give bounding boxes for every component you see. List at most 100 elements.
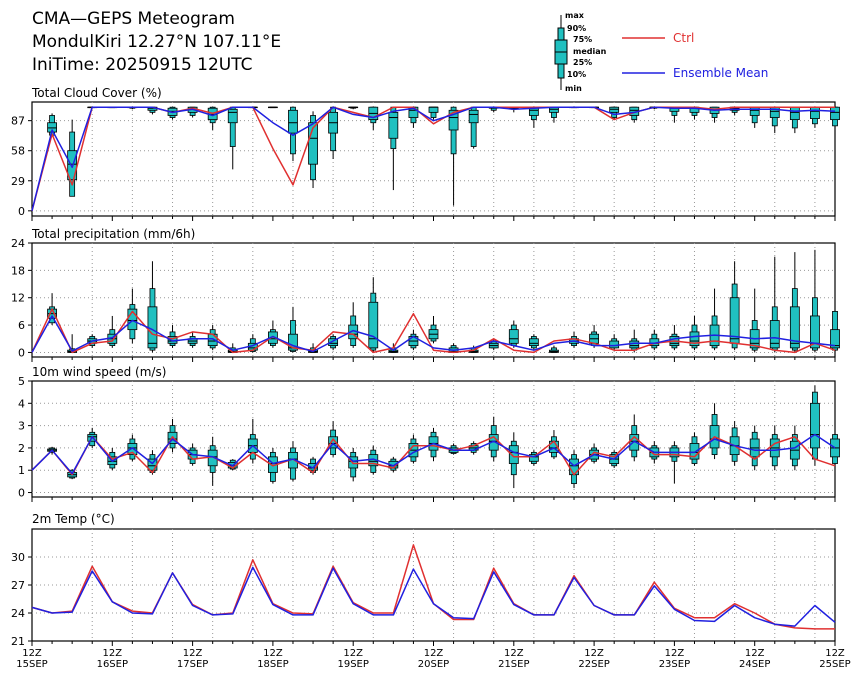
y-tick-label: 0 bbox=[18, 487, 25, 500]
key-label-25pct: 25% bbox=[573, 58, 592, 67]
ensemble-box bbox=[669, 441, 680, 484]
ensemble-box bbox=[528, 450, 539, 466]
y-tick-label: 1 bbox=[18, 464, 25, 477]
box-p25-p75 bbox=[528, 338, 539, 347]
box-p25-p75 bbox=[288, 109, 298, 134]
ensemble-box bbox=[689, 315, 700, 351]
ensemble-box bbox=[549, 106, 559, 123]
figure-init-time: IniTime: 20250915 12UTC bbox=[32, 55, 253, 75]
ensemble-box bbox=[830, 430, 840, 468]
legend: Ctrl Ensemble Mean bbox=[622, 31, 768, 80]
box-p25-p75 bbox=[388, 111, 399, 139]
box-p25-p75 bbox=[428, 106, 439, 113]
legend-label-0: Ctrl bbox=[673, 31, 694, 45]
x-tick-hour: 12Z bbox=[584, 648, 604, 659]
box-p25-p75 bbox=[629, 340, 640, 349]
box-p25-p75 bbox=[609, 106, 620, 113]
ensemble-box bbox=[368, 445, 379, 475]
ensemble-box bbox=[368, 277, 379, 353]
ensemble-box bbox=[408, 329, 419, 351]
y-tick-label: 29 bbox=[11, 175, 25, 188]
y-tick-label: 0 bbox=[18, 346, 25, 359]
box-p25-p75 bbox=[508, 445, 519, 464]
ensemble-box bbox=[729, 421, 740, 466]
key-label-max: max bbox=[565, 11, 585, 20]
box-p25-p75 bbox=[448, 109, 459, 131]
box-p25-p75 bbox=[830, 329, 840, 349]
y-tick-label: 87 bbox=[11, 115, 25, 128]
ensemble-box bbox=[167, 418, 178, 453]
ctrl-line bbox=[31, 106, 835, 211]
y-tick-label: 2 bbox=[18, 442, 25, 455]
ensemble-box bbox=[769, 106, 780, 134]
box-p25-p75 bbox=[328, 436, 339, 449]
key-label-median: median bbox=[573, 47, 607, 56]
ensemble-box bbox=[448, 106, 459, 206]
ensemble-box bbox=[348, 447, 359, 482]
y-tick-label: 0 bbox=[18, 205, 25, 218]
box-p25-p75 bbox=[328, 338, 339, 347]
x-tick-hour: 12Z bbox=[103, 648, 123, 659]
panel-3: 2m Temp (°C) 21 24 27 30 bbox=[11, 512, 836, 648]
ensemble-box bbox=[629, 106, 640, 123]
y-tick-label: 27 bbox=[11, 579, 25, 592]
ensemble-box bbox=[649, 329, 660, 351]
ensemble-box bbox=[388, 106, 399, 191]
box-p25-p75 bbox=[810, 315, 820, 349]
ensemble-box bbox=[468, 106, 479, 149]
ensemble-box bbox=[147, 261, 158, 353]
x-tick-date: 23SEP bbox=[659, 659, 690, 670]
x-tick-date: 20SEP bbox=[418, 659, 449, 670]
ensemble-box bbox=[749, 106, 760, 128]
x-tick-date: 15SEP bbox=[16, 659, 47, 670]
box-p25-p75 bbox=[749, 106, 760, 116]
x-tick-date: 17SEP bbox=[177, 659, 208, 670]
box-p25-p75 bbox=[227, 108, 238, 124]
key-label-10pct: 10% bbox=[567, 70, 586, 79]
box-p25-p75 bbox=[689, 331, 700, 347]
x-tick-date: 21SEP bbox=[498, 659, 529, 670]
x-tick-hour: 12Z bbox=[183, 648, 203, 659]
y-tick-label: 24 bbox=[11, 237, 25, 250]
panel-title: 2m Temp (°C) bbox=[32, 512, 115, 526]
ensemble-box bbox=[207, 106, 218, 130]
box-p25-p75 bbox=[769, 320, 780, 349]
ctrl-line bbox=[31, 436, 836, 476]
ensemble-box bbox=[328, 106, 339, 159]
figure-location: MondulKiri 12.27°N 107.11°E bbox=[32, 32, 281, 52]
ensemble-box bbox=[207, 436, 218, 486]
ensemble-mean-line bbox=[31, 315, 836, 353]
box-p25-p75 bbox=[569, 458, 579, 476]
box-p25-p75 bbox=[147, 306, 158, 349]
ensemble-box bbox=[247, 418, 258, 464]
ensemble-box bbox=[609, 106, 620, 120]
ensemble-box bbox=[428, 315, 439, 344]
ensemble-box bbox=[528, 334, 539, 351]
x-tick-hour: 12Z bbox=[825, 648, 845, 659]
x-tick-date: 16SEP bbox=[97, 659, 128, 670]
ensemble-box bbox=[810, 249, 820, 353]
y-tick-label: 5 bbox=[18, 375, 25, 388]
x-tick-date: 18SEP bbox=[257, 659, 288, 670]
ensemble-box bbox=[669, 106, 680, 123]
ensemble-box bbox=[267, 106, 278, 109]
ensemble-box bbox=[348, 106, 359, 110]
box-p25-p75 bbox=[468, 109, 479, 124]
legend-label-1: Ensemble Mean bbox=[673, 66, 768, 80]
ensemble-box bbox=[749, 288, 760, 353]
panels: Total Cloud Cover (%) 0 29 58 87 Total precip… bbox=[11, 86, 851, 670]
x-tick-date: 25SEP bbox=[819, 659, 850, 670]
ensemble-mean-line bbox=[31, 433, 836, 475]
x-tick-date: 19SEP bbox=[337, 659, 368, 670]
ensemble-box bbox=[368, 106, 379, 130]
box-p25-p75 bbox=[308, 122, 318, 165]
box-p25-p75 bbox=[789, 306, 800, 349]
ensemble-box bbox=[789, 252, 800, 353]
ensemble-box bbox=[549, 345, 559, 353]
panel-title: Total precipitation (mm/6h) bbox=[31, 227, 195, 241]
figure-title: CMA—GEPS Meteogram bbox=[32, 9, 235, 29]
ensemble-box bbox=[167, 325, 178, 348]
y-tick-label: 58 bbox=[11, 145, 25, 158]
y-tick-label: 18 bbox=[11, 264, 25, 277]
x-tick-hour: 12Z bbox=[504, 648, 524, 659]
